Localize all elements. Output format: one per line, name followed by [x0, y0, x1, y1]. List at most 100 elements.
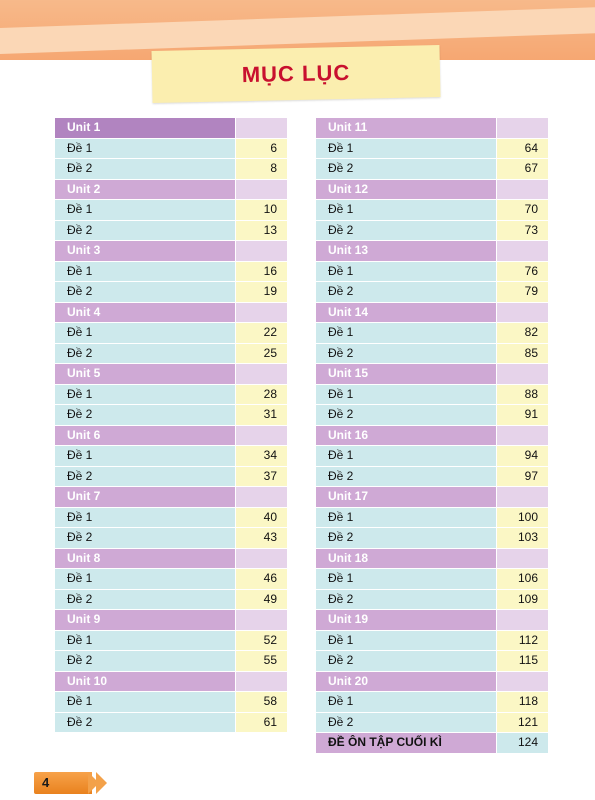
toc-entry[interactable]: Đề 1 118 [316, 692, 548, 713]
toc-entry-page-number: 91 [496, 405, 548, 425]
toc-entry[interactable]: Đề 2 55 [55, 651, 287, 672]
unit-header-page-number [496, 487, 548, 507]
toc-entry[interactable]: Đề 2 103 [316, 528, 548, 549]
toc-entry-page-number: 19 [235, 282, 287, 302]
toc-entry[interactable]: Đề 2 37 [55, 466, 287, 487]
toc-entry-label: Đề 2 [55, 589, 235, 609]
unit-header-label: Unit 19 [316, 610, 496, 630]
toc-entry[interactable]: Đề 2 109 [316, 589, 548, 610]
toc-entry-page-number: 16 [235, 261, 287, 281]
page-tab-background [34, 772, 92, 794]
unit-header[interactable]: Unit 4 [55, 302, 287, 323]
toc-entry[interactable]: Đề 2 91 [316, 405, 548, 426]
unit-header-page-number [496, 610, 548, 630]
toc-entry-label: Đề 2 [316, 589, 496, 609]
unit-header[interactable]: Unit 11 [316, 118, 548, 139]
unit-header-page-number [235, 671, 287, 691]
toc-entry[interactable]: Đề 1 88 [316, 384, 548, 405]
unit-header[interactable]: Unit 16 [316, 425, 548, 446]
toc-entry-page-number: 118 [496, 692, 548, 712]
toc-left-column: Unit 1 Đề 1 6 Đề 2 8 Unit 2 Đề 1 10 Đề 2 13 Unit 3… [55, 118, 287, 733]
toc-entry-page-number: 70 [496, 200, 548, 220]
toc-entry-label: Đề 2 [316, 343, 496, 363]
toc-entry[interactable]: Đề 2 19 [55, 282, 287, 303]
toc-entry[interactable]: Đề 1 46 [55, 569, 287, 590]
unit-header[interactable]: Unit 1 [55, 118, 287, 139]
toc-entry-label: Đề 1 [316, 384, 496, 404]
toc-entry-page-number: 52 [235, 630, 287, 650]
toc-entry-label: Đề 2 [55, 282, 235, 302]
toc-entry[interactable]: Đề 2 25 [55, 343, 287, 364]
toc-entry-page-number: 40 [235, 507, 287, 527]
toc-entry[interactable]: Đề 2 79 [316, 282, 548, 303]
toc-entry[interactable]: Đề 1 16 [55, 261, 287, 282]
unit-header[interactable]: Unit 5 [55, 364, 287, 385]
toc-entry[interactable]: Đề 2 31 [55, 405, 287, 426]
unit-header[interactable]: Unit 6 [55, 425, 287, 446]
toc-entry[interactable]: Đề 1 70 [316, 200, 548, 221]
toc-entry[interactable]: Đề 2 115 [316, 651, 548, 672]
toc-entry[interactable]: Đề 1 76 [316, 261, 548, 282]
toc-entry[interactable]: Đề 2 43 [55, 528, 287, 549]
toc-entry[interactable]: Đề 1 112 [316, 630, 548, 651]
toc-entry-page-number: 82 [496, 323, 548, 343]
page-number-tab: 4 [34, 772, 107, 794]
toc-entry[interactable]: Đề 2 61 [55, 712, 287, 733]
unit-header-label: Unit 10 [55, 671, 235, 691]
toc-entry-page-number: 64 [496, 138, 548, 158]
toc-entry[interactable]: Đề 2 49 [55, 589, 287, 610]
unit-header[interactable]: Unit 14 [316, 302, 548, 323]
toc-entry[interactable]: Đề 1 94 [316, 446, 548, 467]
toc-entry[interactable]: Đề 2 13 [55, 220, 287, 241]
toc-entry-page-number: 103 [496, 528, 548, 548]
toc-entry[interactable]: Đề 1 64 [316, 138, 548, 159]
unit-header[interactable]: Unit 9 [55, 610, 287, 631]
unit-header[interactable]: Unit 3 [55, 241, 287, 262]
page-title: MỤC LỤC [241, 59, 351, 88]
unit-header[interactable]: Unit 20 [316, 671, 548, 692]
toc-entry-page-number: 94 [496, 446, 548, 466]
final-review-entry[interactable]: ĐỀ ÔN TẬP CUỐI KÌ 124 [316, 733, 548, 754]
toc-entry[interactable]: Đề 1 106 [316, 569, 548, 590]
toc-entry[interactable]: Đề 1 28 [55, 384, 287, 405]
unit-header[interactable]: Unit 10 [55, 671, 287, 692]
toc-entry[interactable]: Đề 2 73 [316, 220, 548, 241]
toc-entry[interactable]: Đề 2 121 [316, 712, 548, 733]
toc-entry-page-number: 6 [235, 138, 287, 158]
toc-entry-label: Đề 2 [55, 466, 235, 486]
toc-entry-page-number: 49 [235, 589, 287, 609]
toc-entry[interactable]: Đề 1 22 [55, 323, 287, 344]
toc-entry-page-number: 13 [235, 220, 287, 240]
toc-entry-label: Đề 1 [316, 569, 496, 589]
toc-entry[interactable]: Đề 2 85 [316, 343, 548, 364]
toc-entry[interactable]: Đề 2 67 [316, 159, 548, 180]
unit-header[interactable]: Unit 19 [316, 610, 548, 631]
toc-entry-page-number: 67 [496, 159, 548, 179]
unit-header-label: Unit 12 [316, 179, 496, 199]
toc-entry[interactable]: Đề 2 97 [316, 466, 548, 487]
unit-header[interactable]: Unit 8 [55, 548, 287, 569]
unit-header[interactable]: Unit 17 [316, 487, 548, 508]
unit-header[interactable]: Unit 7 [55, 487, 287, 508]
toc-entry[interactable]: Đề 1 34 [55, 446, 287, 467]
toc-entry[interactable]: Đề 1 58 [55, 692, 287, 713]
toc-entry[interactable]: Đề 1 100 [316, 507, 548, 528]
unit-header[interactable]: Unit 2 [55, 179, 287, 200]
unit-header-label: Unit 13 [316, 241, 496, 261]
toc-entry[interactable]: Đề 1 52 [55, 630, 287, 651]
unit-header[interactable]: Unit 12 [316, 179, 548, 200]
unit-header[interactable]: Unit 13 [316, 241, 548, 262]
unit-header[interactable]: Unit 18 [316, 548, 548, 569]
unit-header[interactable]: Unit 15 [316, 364, 548, 385]
toc-entry-page-number: 76 [496, 261, 548, 281]
toc-entry-label: Đề 1 [316, 138, 496, 158]
unit-header-page-number [235, 302, 287, 322]
toc-entry[interactable]: Đề 1 40 [55, 507, 287, 528]
toc-entry-page-number: 22 [235, 323, 287, 343]
toc-entry[interactable]: Đề 1 82 [316, 323, 548, 344]
unit-header-page-number [496, 425, 548, 445]
toc-entry-page-number: 8 [235, 159, 287, 179]
toc-entry[interactable]: Đề 1 10 [55, 200, 287, 221]
